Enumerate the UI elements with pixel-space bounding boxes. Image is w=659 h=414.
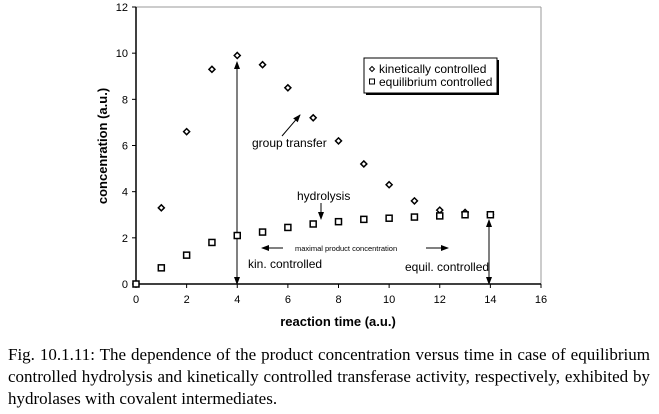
- x-tick-label: 12: [434, 294, 446, 306]
- figure-caption: Fig. 10.1.11: The dependence of the prod…: [8, 345, 650, 408]
- kinetic-point: [258, 60, 267, 69]
- x-tick-label: 2: [184, 294, 190, 306]
- equilibrium-point: [132, 280, 140, 288]
- equilibrium-point: [436, 212, 444, 220]
- kinetic-point: [385, 180, 394, 189]
- chart: 0 2 4 6 8 10 12 14 16 0 2 4 6 8 10 12 group transfer hy…: [95, 2, 547, 329]
- equilibrium-point: [258, 228, 267, 236]
- y-tick-label: 4: [122, 187, 128, 199]
- y-tick-label: 2: [122, 233, 128, 245]
- y-tick-label: 10: [116, 48, 128, 60]
- equilibrium-point: [486, 211, 495, 219]
- annotations: group transfer hydrolysis maximal produc…: [234, 61, 492, 285]
- y-tick-label: 8: [122, 94, 128, 106]
- plot-frame: [135, 6, 542, 285]
- x-tick-label: 16: [535, 294, 547, 306]
- equilibrium-point: [410, 213, 419, 221]
- y-tick-label: 0: [122, 279, 128, 291]
- group-transfer-label: group transfer: [252, 136, 327, 150]
- kinetic-point: [182, 127, 191, 136]
- kinetic-point: [410, 196, 419, 205]
- legend-kinetic: kinetically controlled: [379, 62, 486, 76]
- equilibrium-point: [309, 220, 317, 228]
- kinetic-point: [157, 203, 166, 212]
- x-tick-label: 10: [383, 294, 395, 306]
- y-axis-label: concenration (a.u.): [95, 88, 110, 204]
- kinetic-point: [283, 83, 292, 92]
- equilibrium-point: [233, 231, 241, 240]
- x-tick-label: 0: [133, 294, 139, 306]
- x-tick-label: 6: [285, 294, 291, 306]
- y-tick-label: 12: [116, 2, 128, 14]
- hydrolysis-label: hydrolysis: [297, 189, 350, 203]
- group-transfer-arrow: [281, 114, 301, 137]
- kinetic-point: [207, 65, 216, 74]
- y-tick-label: 6: [122, 141, 128, 153]
- kinetic-point: [334, 136, 343, 145]
- legend-diamond-icon: [368, 65, 376, 73]
- kinetic-point: [309, 113, 318, 122]
- x-axis-label: reaction time (a.u.): [280, 314, 396, 329]
- kin-controlled-label: kin. controlled: [248, 257, 322, 271]
- kinetic-point: [359, 159, 368, 169]
- equilibrium-point: [334, 217, 343, 226]
- equilibrium-point: [182, 251, 191, 259]
- legend-square-icon: [369, 78, 375, 85]
- maximal-label: maximal product concentration: [295, 244, 397, 253]
- equilibrium-point: [385, 214, 393, 222]
- x-tick-label: 4: [234, 294, 240, 306]
- equilibrium-point: [461, 211, 469, 219]
- x-tick-label: 8: [335, 294, 341, 306]
- x-tick-label: 14: [484, 294, 496, 306]
- equil-controlled-label: equil. controlled: [405, 260, 489, 274]
- equilibrium-point: [157, 264, 166, 272]
- equilibrium-point: [360, 215, 368, 224]
- equilibrium-point: [208, 238, 216, 247]
- kinetic-point: [233, 51, 242, 60]
- equilibrium-point: [284, 223, 292, 232]
- legend: kinetically controlled equilibrium contr…: [363, 57, 499, 95]
- legend-equilibrium: equilibrium controlled: [379, 75, 492, 89]
